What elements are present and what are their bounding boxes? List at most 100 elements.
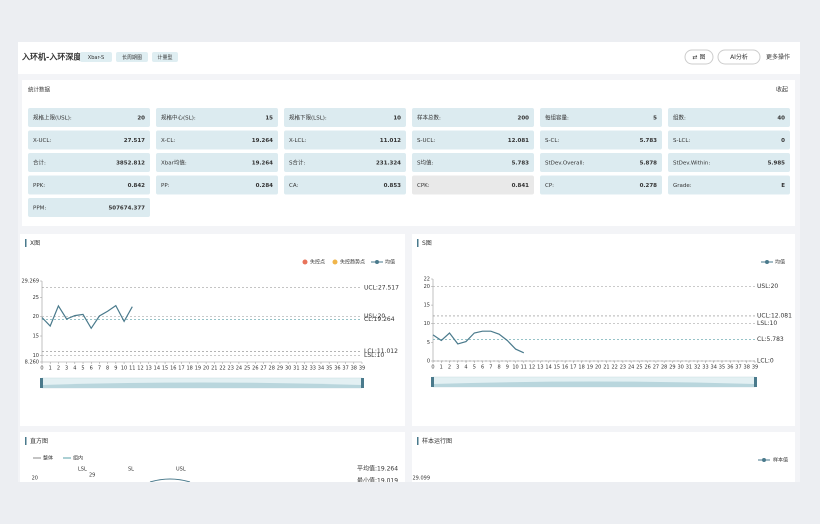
legend-label: 均值	[385, 259, 395, 266]
button[interactable]	[717, 49, 761, 65]
x-tick-label: 36	[334, 366, 340, 372]
y-tick-label: 29.099	[413, 476, 431, 482]
y-tick-label: 22	[424, 277, 430, 283]
x-tick-label: 19	[587, 365, 593, 371]
x-tick-label: 8	[106, 366, 109, 372]
legend-dot	[375, 260, 379, 264]
x-tick-label: 15	[162, 366, 168, 372]
x-tick-label: 38	[744, 365, 750, 371]
x-tick-label: 20	[595, 365, 601, 371]
x-tick-label: 18	[187, 366, 193, 372]
stat-value: 5.985	[768, 161, 786, 167]
limit-label: LCL:11.012	[364, 348, 398, 355]
stat-value: 0.284	[256, 183, 274, 189]
x-tick-label: 27	[653, 365, 659, 371]
stat-value: 15	[265, 116, 273, 122]
x-tick-label: 19	[195, 366, 201, 372]
x-tick-label: 37	[735, 365, 741, 371]
stat-label: PPK:	[33, 183, 45, 189]
stat-value: 5.783	[512, 161, 530, 167]
x-tick-label: 34	[318, 366, 324, 372]
x-tick-label: 3	[456, 365, 459, 371]
stat-cell	[540, 108, 662, 127]
x-tick-label: 13	[537, 365, 543, 371]
stat-value: 0.853	[384, 183, 402, 189]
x-tick-label: 2	[57, 366, 60, 372]
x-tick-label: 15	[554, 365, 560, 371]
x-tick-label: 10	[121, 366, 127, 372]
x-tick-label: 18	[578, 365, 584, 371]
x-tick-label: 23	[620, 365, 626, 371]
stat-cell	[412, 108, 534, 127]
stat-cell	[28, 130, 150, 150]
stat-cell	[668, 130, 790, 150]
x-tick-label: 35	[326, 366, 332, 372]
y-tick-label: 0	[427, 359, 430, 365]
panel-title: 直方图	[30, 437, 48, 445]
page-title: 入环机-入环深度	[21, 52, 82, 62]
zoom-handle[interactable]	[361, 378, 364, 388]
x-tick-label: 10	[512, 365, 518, 371]
x-tick-label: 4	[464, 365, 467, 371]
button-text[interactable]: AI分析	[730, 53, 748, 61]
y-tick-label: 10	[424, 321, 430, 327]
zoom-preview	[433, 381, 755, 387]
stat-label: Grade:	[673, 183, 692, 189]
header-bar	[18, 42, 800, 74]
zoom-handle[interactable]	[40, 378, 43, 388]
tag-text: 计量型	[157, 54, 172, 61]
x-tick-label: 21	[211, 366, 217, 372]
x-tick-label: 16	[562, 365, 568, 371]
stat-value: 27.517	[124, 138, 145, 144]
chart-panel	[412, 234, 795, 426]
limit-label: UCL:12.081	[757, 312, 792, 319]
x-tick-label: 9	[114, 366, 117, 372]
chart-title: S图	[422, 240, 432, 247]
stats-card	[22, 80, 795, 226]
stat-label: 合计:	[33, 159, 46, 167]
x-tick-label: 16	[170, 366, 176, 372]
annotation: 平均值:19.264	[357, 465, 398, 473]
button[interactable]	[684, 49, 714, 65]
y-tick-label: 20	[33, 314, 39, 320]
x-tick-label: 28	[269, 366, 275, 372]
x-tick-label: 26	[644, 365, 650, 371]
x-tick-label: 25	[636, 365, 642, 371]
limit-label: USL:20	[757, 283, 778, 290]
histogram-panel	[20, 432, 405, 482]
title-bar	[25, 239, 27, 247]
x-tick-label: 39	[752, 365, 758, 371]
annotation: 最小值:19.019	[357, 477, 398, 485]
zoom-handle[interactable]	[754, 377, 757, 387]
x-tick-label: 31	[686, 365, 692, 371]
stat-value: 0	[781, 138, 785, 144]
stat-value: 11.012	[380, 138, 401, 144]
zoom-handle[interactable]	[431, 377, 434, 387]
toggle[interactable]: 收起	[776, 86, 788, 94]
stat-value: 3852.812	[116, 161, 145, 167]
x-tick-label: 7	[489, 365, 492, 371]
spec-marker: SL	[128, 467, 134, 473]
x-tick-label: 24	[236, 366, 242, 372]
stat-label: S-UCL:	[417, 138, 435, 144]
button-text[interactable]: ⇄ 图	[693, 54, 706, 61]
title-bar	[25, 437, 27, 445]
button-text[interactable]: 更多操作	[766, 53, 790, 61]
legend-label: 均值	[775, 259, 785, 266]
stats-title: 统计数据	[28, 86, 51, 94]
stat-label: S均值:	[417, 159, 433, 167]
stat-value: 0.278	[640, 183, 658, 189]
stat-value: 231.324	[376, 161, 401, 167]
stat-cell	[156, 175, 278, 195]
y-tick-label: 25	[33, 295, 39, 301]
stat-label: StDev.Overall:	[545, 161, 584, 167]
x-tick-label: 11	[129, 366, 135, 372]
x-tick-label: 2	[448, 365, 451, 371]
zoom-preview	[42, 382, 362, 388]
stat-cell	[28, 175, 150, 195]
stat-label: S-CL:	[545, 138, 559, 144]
x-tick-label: 36	[727, 365, 733, 371]
x-tick-label: 25	[244, 366, 250, 372]
x-tick-label: 8	[497, 365, 500, 371]
bar-label: 29	[89, 473, 95, 479]
